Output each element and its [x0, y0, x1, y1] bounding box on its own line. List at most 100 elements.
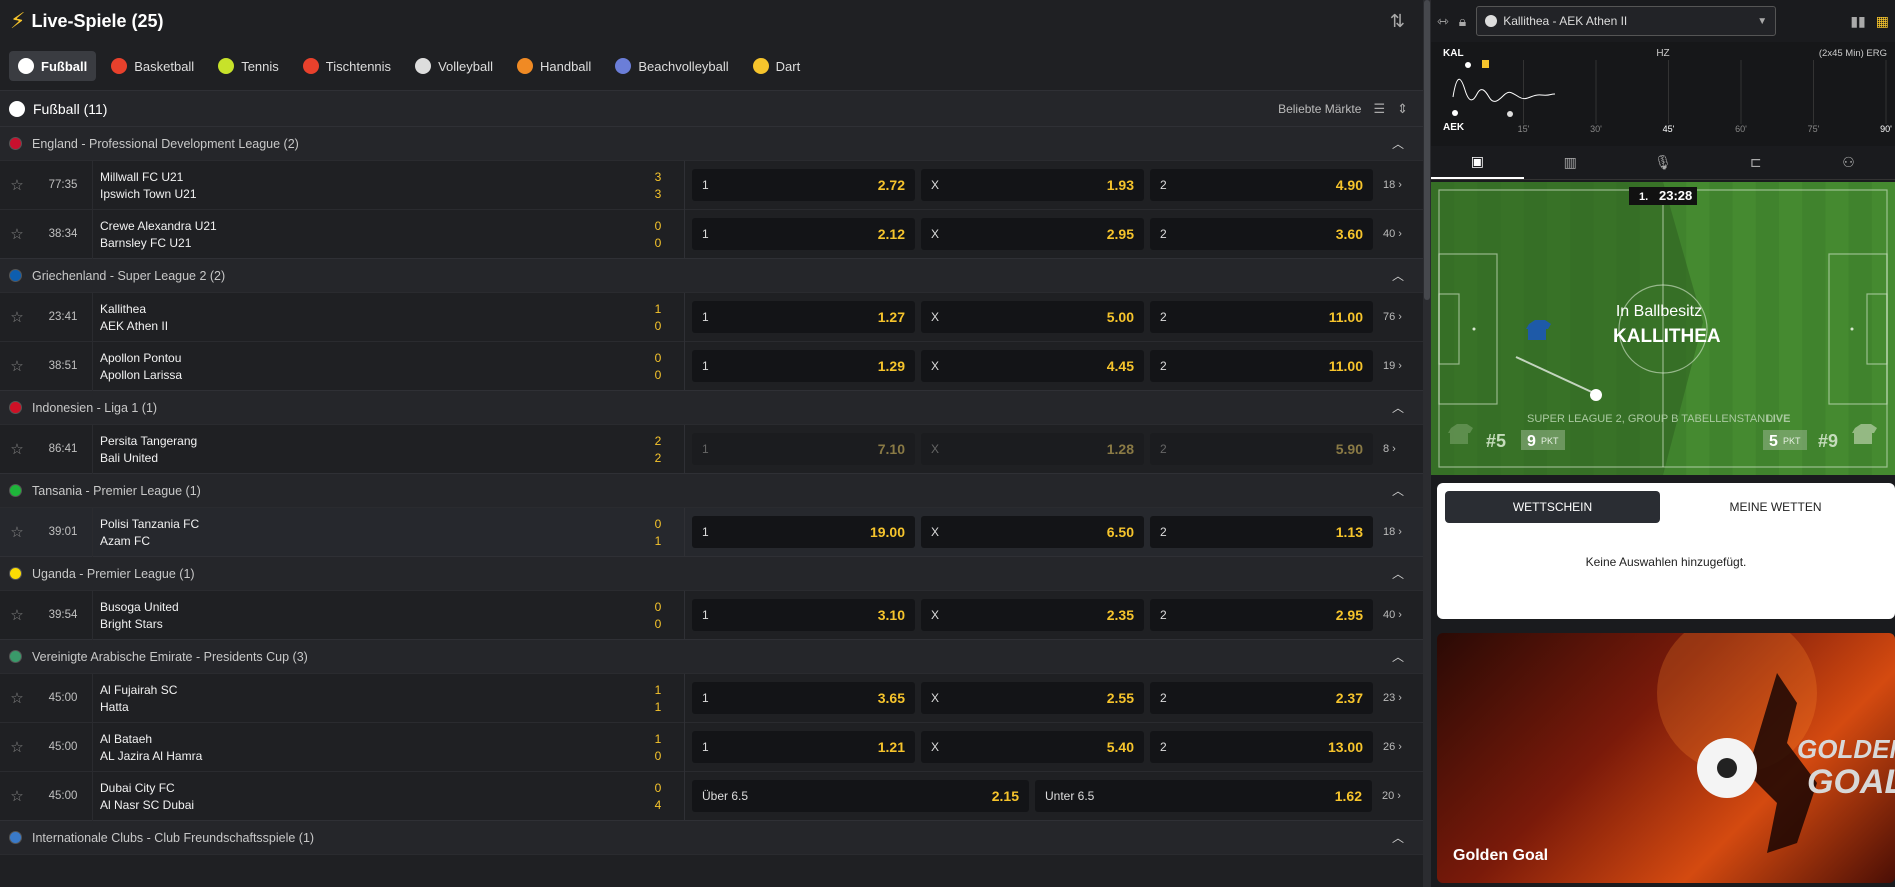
sport-tab-fußball[interactable]: Fußball: [9, 51, 97, 81]
star-icon[interactable]: ☆: [10, 690, 24, 707]
league-header[interactable]: Vereinigte Arabische Emirate - President…: [0, 639, 1423, 673]
match-teams[interactable]: Busoga United Bright Stars: [92, 590, 632, 640]
tab-commentary[interactable]: 🎙︎: [1654, 154, 1672, 170]
popular-markets-button[interactable]: Beliebte Märkte: [1278, 101, 1362, 116]
more-markets-link[interactable]: 8 ›: [1383, 443, 1413, 455]
sport-tab-tennis[interactable]: Tennis: [209, 51, 288, 81]
odds-button[interactable]: X 5.00: [921, 301, 1144, 333]
match-teams[interactable]: Millwall FC U21 Ipswich Town U21: [92, 160, 632, 210]
tab-pitch[interactable]: ▣: [1431, 146, 1524, 179]
odds-button[interactable]: 2 1.13: [1150, 516, 1373, 548]
odds-button[interactable]: 1 2.72: [692, 169, 915, 201]
odds-button[interactable]: 1 3.10: [692, 599, 915, 631]
match-row[interactable]: ☆ 39:54 Busoga United Bright Stars 0 0 1 3.10 X 2…: [0, 590, 1423, 640]
odds-button[interactable]: 1 1.29: [692, 350, 915, 382]
star-icon[interactable]: ☆: [10, 177, 24, 194]
odds-button[interactable]: X 2.55: [921, 682, 1144, 714]
expand-width-icon[interactable]: ⇿: [1437, 12, 1449, 29]
match-teams[interactable]: Crewe Alexandra U21 Barnsley FC U21: [92, 209, 632, 259]
more-markets-link[interactable]: 18 ›: [1383, 179, 1413, 191]
chevron-up-icon[interactable]: ︿: [1391, 137, 1404, 151]
star-icon[interactable]: ☆: [10, 358, 24, 375]
odds-button[interactable]: X 5.40: [921, 731, 1144, 763]
match-teams[interactable]: Kallithea AEK Athen II: [92, 292, 632, 342]
match-row[interactable]: ☆ 77:35 Millwall FC U21 Ipswich Town U21 3 3 1…: [0, 160, 1423, 210]
match-row[interactable]: ☆ 45:00 Dubai City FC Al Nasr SC Dubai 0 4 Übe…: [0, 771, 1423, 821]
more-markets-link[interactable]: 23 ›: [1383, 692, 1413, 704]
more-markets-link[interactable]: 20 ›: [1382, 790, 1412, 802]
match-teams[interactable]: Al Bataeh AL Jazira Al Hamra: [92, 722, 632, 772]
star-icon[interactable]: ☆: [10, 788, 24, 805]
collapse-all-icon[interactable]: ⇕: [1397, 100, 1408, 116]
match-teams[interactable]: Apollon Pontou Apollon Larissa: [92, 341, 632, 391]
sport-tab-beachvolleyball[interactable]: Beachvolleyball: [606, 51, 737, 81]
odds-button[interactable]: X 2.95: [921, 218, 1144, 250]
odds-button[interactable]: 2 11.00: [1150, 301, 1373, 333]
match-row[interactable]: [0, 854, 1423, 874]
pitch-view-icon[interactable]: ▦: [1875, 12, 1889, 29]
odds-button[interactable]: 2 2.95: [1150, 599, 1373, 631]
tab-my-bets[interactable]: MEINE WETTEN: [1729, 500, 1822, 514]
match-row[interactable]: ☆ 38:34 Crewe Alexandra U21 Barnsley FC U21…: [0, 209, 1423, 259]
league-header[interactable]: England - Professional Development Leagu…: [0, 126, 1423, 160]
odds-button[interactable]: 1 2.12: [692, 218, 915, 250]
odds-button[interactable]: 1 19.00: [692, 516, 915, 548]
odds-button[interactable]: 2 2.37: [1150, 682, 1373, 714]
odds-button[interactable]: X 1.93: [921, 169, 1144, 201]
match-row[interactable]: ☆ 86:41 Persita Tangerang Bali United 2 2 1 7.1…: [0, 424, 1423, 474]
more-markets-link[interactable]: 19 ›: [1383, 360, 1413, 372]
star-icon[interactable]: ☆: [10, 524, 24, 541]
promo-banner[interactable]: GOLDEN GOAL Golden Goal: [1437, 633, 1895, 883]
odds-button[interactable]: 2 3.60: [1150, 218, 1373, 250]
odds-button[interactable]: 1 1.27: [692, 301, 915, 333]
tab-betslip[interactable]: WETTSCHEIN: [1445, 491, 1660, 523]
match-row[interactable]: ☆ 45:00 Al Fujairah SC Hatta 1 1 1 3.65 X 2.55 2 2.…: [0, 673, 1423, 723]
chevron-up-icon[interactable]: ︿: [1391, 650, 1404, 664]
more-markets-link[interactable]: 76 ›: [1383, 311, 1413, 323]
tab-lineups[interactable]: ⊏: [1749, 154, 1762, 170]
odds-button[interactable]: X 2.35: [921, 599, 1144, 631]
odds-button[interactable]: X 4.45: [921, 350, 1144, 382]
sport-tab-handball[interactable]: Handball: [508, 51, 600, 81]
chevron-up-icon[interactable]: ︿: [1391, 567, 1404, 581]
league-header[interactable]: Griechenland - Super League 2 (2) ︿: [0, 258, 1423, 292]
odds-button[interactable]: Unter 6.5 1.62: [1035, 780, 1372, 812]
match-row[interactable]: ☆ 38:51 Apollon Pontou Apollon Larissa 0 0 1 1.…: [0, 341, 1423, 391]
scrollbar[interactable]: [1423, 0, 1431, 887]
chevron-up-icon[interactable]: ︿: [1391, 484, 1404, 498]
match-teams[interactable]: Polisi Tanzania FC Azam FC: [92, 507, 632, 557]
odds-button[interactable]: 2 4.90: [1150, 169, 1373, 201]
star-icon[interactable]: ☆: [10, 226, 24, 243]
sort-icon[interactable]: ⇅: [1389, 10, 1405, 31]
more-markets-link[interactable]: 40 ›: [1383, 228, 1413, 240]
odds-button[interactable]: 2 5.90: [1150, 433, 1373, 465]
league-header[interactable]: Uganda - Premier League (1) ︿: [0, 556, 1423, 590]
list-icon[interactable]: ☰: [1373, 100, 1386, 116]
match-row[interactable]: ☆ 23:41 Kallithea AEK Athen II 1 0 1 1.27 X 5.00 2…: [0, 292, 1423, 342]
more-markets-link[interactable]: 40 ›: [1383, 609, 1413, 621]
match-teams[interactable]: Dubai City FC Al Nasr SC Dubai: [92, 771, 632, 821]
scrollbar-thumb[interactable]: [1424, 0, 1430, 300]
sport-tab-basketball[interactable]: Basketball: [102, 51, 203, 81]
star-icon[interactable]: ☆: [10, 739, 24, 756]
chevron-up-icon[interactable]: ︿: [1391, 269, 1404, 283]
match-row[interactable]: ☆ 45:00 Al Bataeh AL Jazira Al Hamra 1 0 1 1.21…: [0, 722, 1423, 772]
league-header[interactable]: Internationale Clubs - Club Freundschaft…: [0, 820, 1423, 854]
odds-button[interactable]: 1 1.21: [692, 731, 915, 763]
star-icon[interactable]: ☆: [10, 309, 24, 326]
star-icon[interactable]: ☆: [10, 441, 24, 458]
odds-button[interactable]: Über 6.5 2.15: [692, 780, 1029, 812]
odds-button[interactable]: 1 3.65: [692, 682, 915, 714]
league-header[interactable]: Tansania - Premier League (1) ︿: [0, 473, 1423, 507]
odds-button[interactable]: X 6.50: [921, 516, 1144, 548]
lock-icon[interactable]: 🔒︎: [1458, 12, 1467, 29]
more-markets-link[interactable]: 26 ›: [1383, 741, 1413, 753]
chevron-up-icon[interactable]: ︿: [1391, 401, 1404, 415]
match-teams[interactable]: Al Fujairah SC Hatta: [92, 673, 632, 723]
sport-tab-dart[interactable]: Dart: [744, 51, 810, 81]
odds-button[interactable]: 1 7.10: [692, 433, 915, 465]
match-select[interactable]: Kallithea - AEK Athen II ▼: [1476, 6, 1777, 36]
match-row[interactable]: ☆ 39:01 Polisi Tanzania FC Azam FC 0 1 1 19.00 X…: [0, 507, 1423, 557]
sport-tab-tischtennis[interactable]: Tischtennis: [294, 51, 400, 81]
odds-button[interactable]: 2 13.00: [1150, 731, 1373, 763]
